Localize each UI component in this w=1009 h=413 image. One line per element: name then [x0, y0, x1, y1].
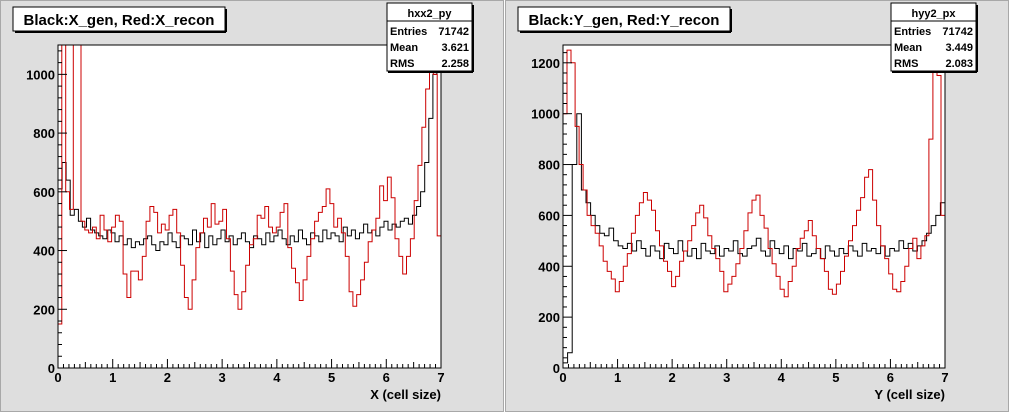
recon-histogram-line — [562, 49, 946, 368]
recon-histogram-line — [57, 44, 442, 368]
stats-entries-value: 71742 — [942, 26, 973, 38]
stats-name: hxx2_py — [407, 8, 452, 20]
stats-rms-value: 2.258 — [441, 58, 469, 70]
x-tick-label: 4 — [273, 370, 281, 385]
plot-frame — [57, 44, 442, 369]
y-tick-label: 400 — [538, 259, 560, 274]
chart-title: Black:Y_gen, Red:Y_recon — [529, 12, 720, 29]
chart-title: Black:X_gen, Red:X_recon — [24, 12, 215, 29]
x-tick-label: 3 — [723, 370, 730, 385]
title-box — [12, 6, 226, 32]
x-tick-label: 2 — [669, 370, 676, 385]
y-tick-label: 800 — [33, 126, 55, 141]
stats-mean-value: 3.449 — [945, 42, 973, 54]
x-tick-label: 2 — [164, 370, 171, 385]
x-histogram-chart: 0 1 2 3 4 5 6 7 0 200 400 600 800 1000 X (cell size) Bl… — [12, 2, 474, 402]
x-tick-label: 7 — [941, 370, 948, 385]
y-tick-label: 0 — [553, 361, 560, 376]
y-tick-label: 1200 — [531, 56, 560, 71]
x-tick-label: 1 — [614, 370, 621, 385]
y-tick-label: 600 — [538, 208, 560, 223]
x-tick-label: 1 — [109, 370, 116, 385]
x-tick-label: 3 — [219, 370, 226, 385]
y-tick-label: 400 — [33, 244, 55, 259]
x-tick-label: 6 — [383, 370, 390, 385]
stats-box — [386, 2, 473, 72]
x-axis-label: X (cell size) — [370, 387, 441, 402]
stats-rms-label: RMS — [390, 58, 414, 70]
y-histogram-chart: 0 1 2 3 4 5 6 7 0 200 400 600 800 1000 1200 Y (cell siz… — [517, 2, 978, 402]
x-tick-label: 4 — [778, 370, 786, 385]
x-tick-label: 0 — [559, 370, 566, 385]
y-tick-label: 1000 — [26, 67, 55, 82]
stats-rms-label: RMS — [894, 58, 918, 70]
stats-mean-value: 3.621 — [441, 42, 469, 54]
plot-frame — [562, 44, 946, 369]
y-tick-label: 600 — [33, 185, 55, 200]
right-pad: 0 1 2 3 4 5 6 7 0 200 400 600 800 1000 1200 Y (cell siz… — [505, 0, 1009, 412]
y-tick-label: 800 — [538, 158, 560, 173]
stats-box — [890, 2, 977, 72]
left-pad: 0 1 2 3 4 5 6 7 0 200 400 600 800 1000 X (cell size) Bl… — [0, 0, 504, 412]
stats-rms-value: 2.083 — [945, 58, 973, 70]
stats-mean-label: Mean — [390, 42, 418, 54]
y-tick-label: 200 — [33, 302, 55, 317]
stats-entries-label: Entries — [894, 26, 931, 38]
y-tick-label: 200 — [538, 310, 560, 325]
y-tick-label: 0 — [48, 361, 55, 376]
x-tick-label: 7 — [437, 370, 444, 385]
y-tick-label: 1000 — [531, 107, 560, 122]
stats-entries-label: Entries — [390, 26, 427, 38]
stats-entries-value: 71742 — [438, 26, 469, 38]
x-tick-label: 5 — [832, 370, 839, 385]
x-tick-label: 5 — [328, 370, 335, 385]
x-tick-label: 0 — [54, 370, 61, 385]
x-tick-label: 6 — [887, 370, 894, 385]
stats-mean-label: Mean — [894, 42, 922, 54]
stats-name: hyy2_px — [911, 8, 956, 20]
x-axis-label: Y (cell size) — [874, 387, 945, 402]
